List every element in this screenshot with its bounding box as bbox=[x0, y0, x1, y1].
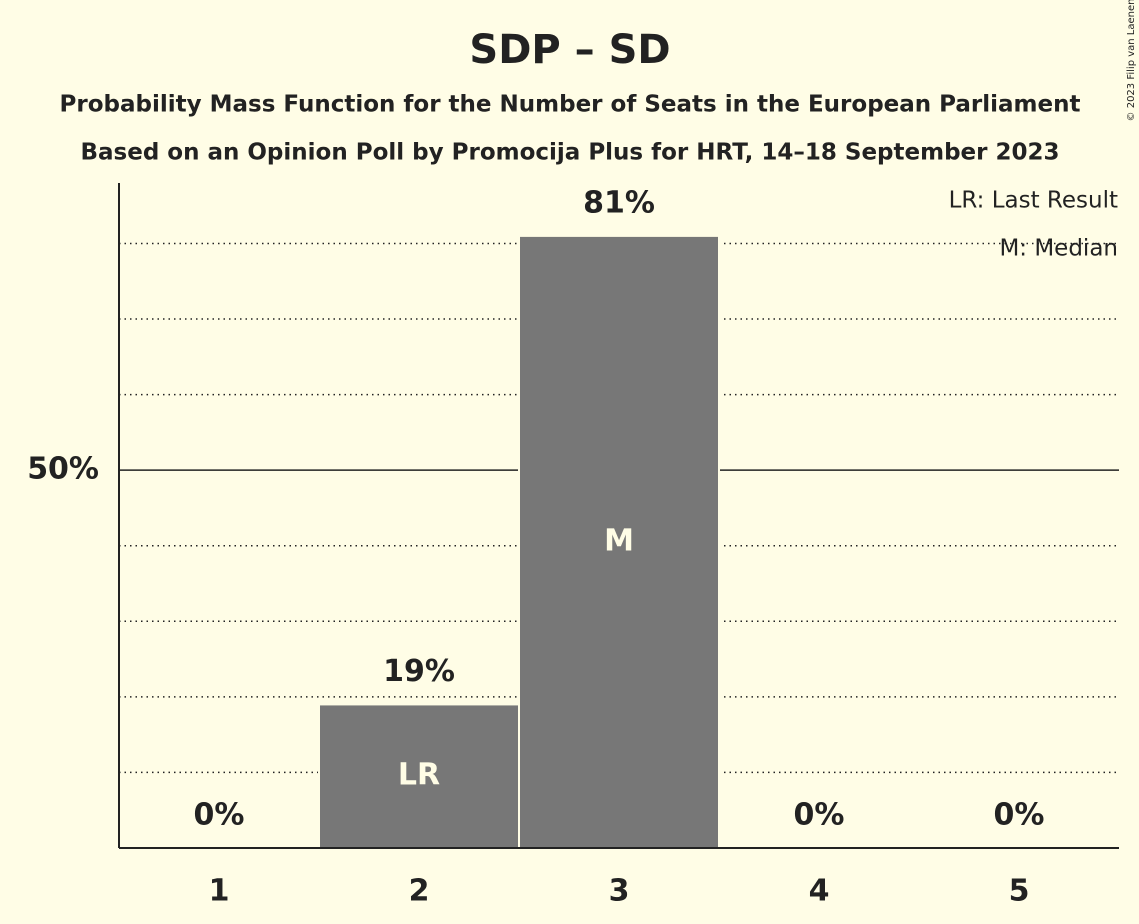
x-tick-label: 5 bbox=[1009, 874, 1030, 909]
legend-entry: LR: Last Result bbox=[949, 188, 1118, 214]
y-tick-label: 50% bbox=[27, 452, 99, 487]
value-label: 0% bbox=[794, 798, 845, 833]
value-label: 81% bbox=[583, 185, 655, 220]
legend-entry: M: Median bbox=[999, 236, 1118, 262]
value-label: 19% bbox=[383, 654, 455, 689]
chart-title: SDP – SD bbox=[469, 27, 670, 73]
subtitle: Based on an Opinion Poll by Promocija Pl… bbox=[80, 140, 1059, 166]
bar-marker: M bbox=[604, 523, 634, 558]
x-tick-label: 1 bbox=[209, 874, 230, 909]
value-label: 0% bbox=[994, 798, 1045, 833]
x-tick-label: 4 bbox=[809, 874, 830, 909]
subtitle: Probability Mass Function for the Number… bbox=[60, 92, 1081, 118]
bar-marker: LR bbox=[398, 758, 440, 793]
x-tick-label: 3 bbox=[609, 874, 630, 909]
copyright: © 2023 Filip van Laenen bbox=[1126, 0, 1137, 121]
x-tick-label: 2 bbox=[409, 874, 430, 909]
bar bbox=[318, 703, 520, 850]
value-label: 0% bbox=[194, 798, 245, 833]
